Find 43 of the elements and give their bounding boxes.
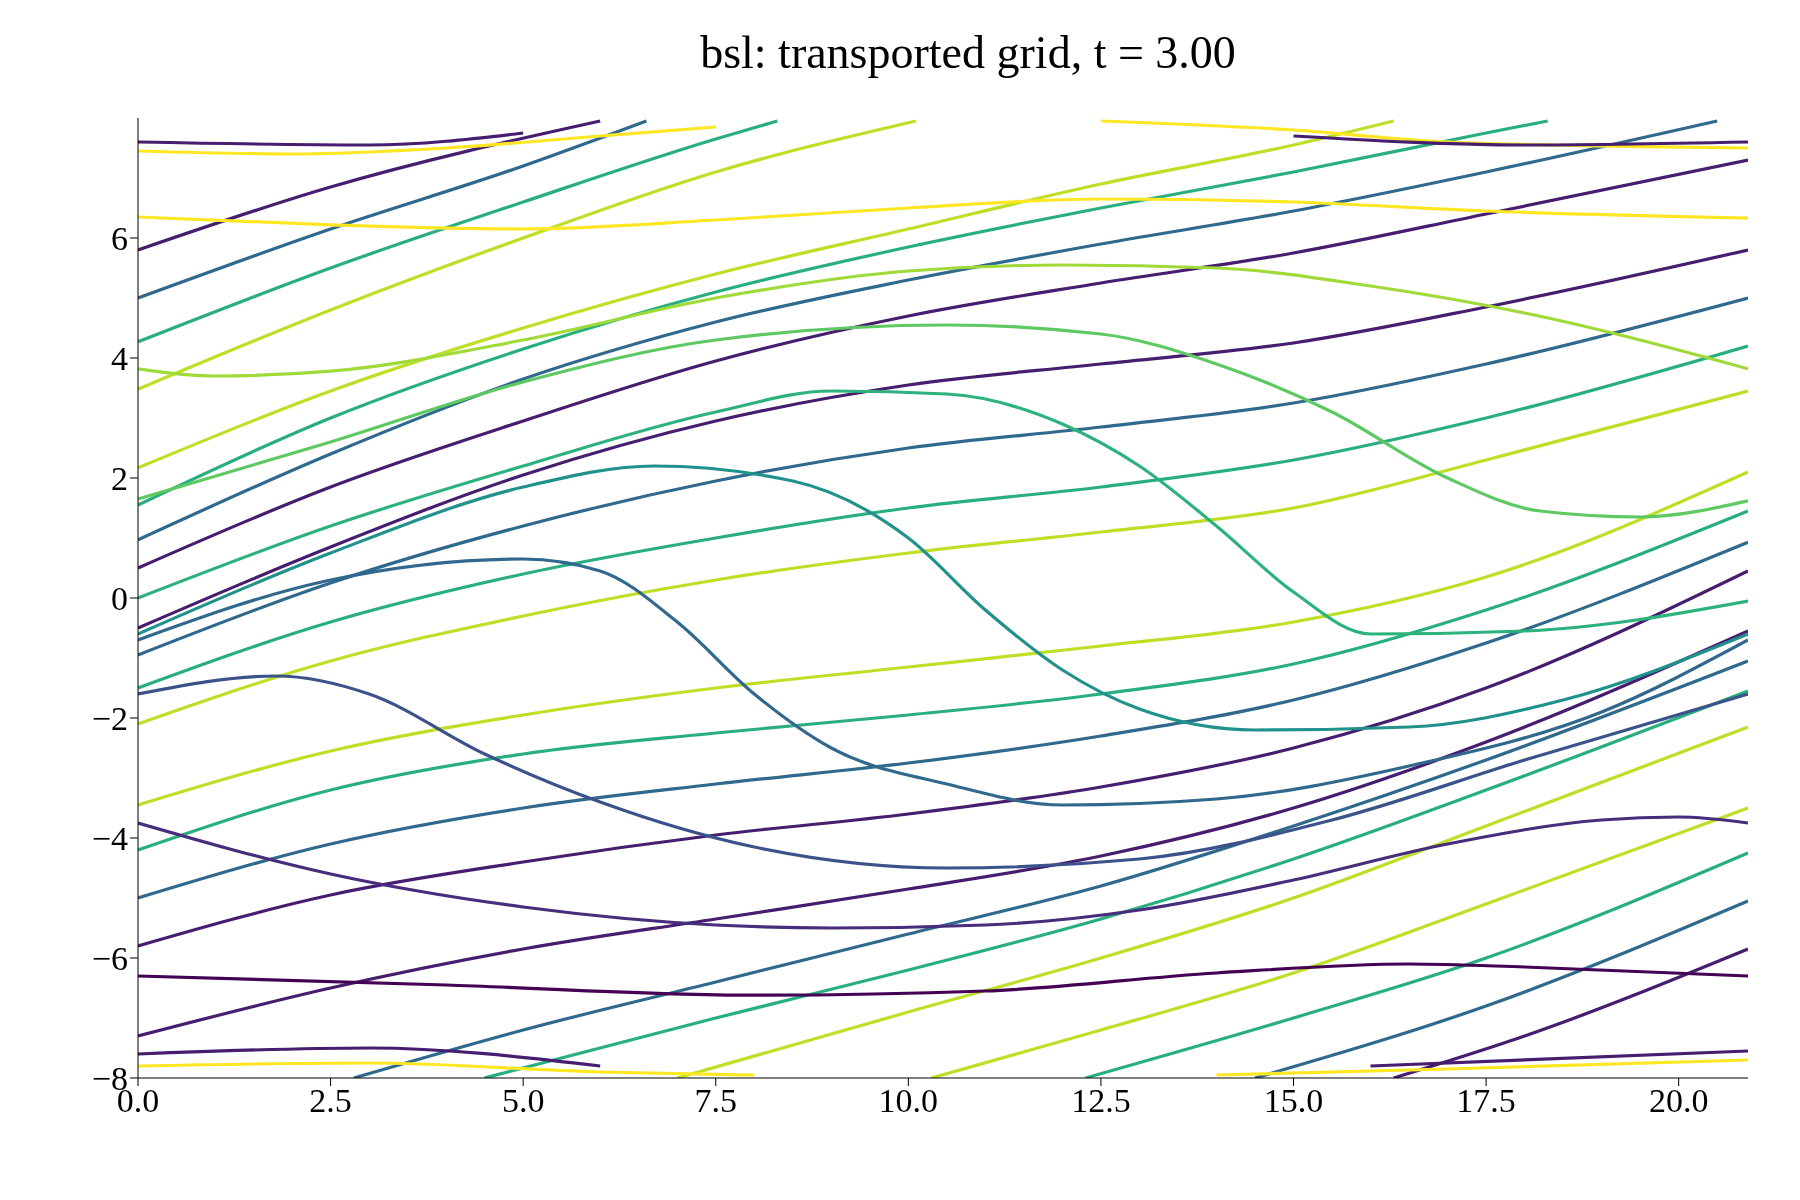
x-tick-label: 2.5 [309, 1082, 352, 1120]
line-series [138, 263, 1748, 378]
line-series [138, 344, 1748, 690]
line-series [138, 119, 649, 300]
line-series [138, 569, 1748, 948]
line-series [929, 806, 1748, 1078]
y-tick-label: −4 [91, 820, 128, 858]
line-series [1083, 851, 1748, 1078]
line-series [138, 1061, 756, 1077]
line-series [138, 674, 1748, 870]
x-tick-label: 12.5 [1071, 1082, 1131, 1120]
line-series [138, 629, 1748, 1038]
line-series [675, 725, 1748, 1078]
line-series [483, 689, 1748, 1078]
line-series [138, 815, 1748, 930]
y-tick-label: 4 [111, 340, 128, 378]
line-series [138, 540, 1748, 900]
line-series [138, 470, 1748, 807]
line-series [138, 248, 1748, 630]
y-tick-label: 0 [111, 580, 128, 618]
y-tick-label: 2 [111, 460, 128, 498]
line-series [138, 119, 1719, 542]
y-tick-label: −6 [91, 940, 128, 978]
chart-title: bsl: transported grid, t = 3.00 [699, 26, 1237, 80]
line-series [138, 119, 779, 344]
line-series [138, 119, 918, 391]
line-series [138, 119, 1396, 470]
y-tick-label: −2 [91, 700, 128, 738]
x-tick-label: 20.0 [1648, 1082, 1709, 1120]
x-tick-label: 15.0 [1263, 1082, 1324, 1120]
x-tick-label: 5.0 [501, 1082, 545, 1120]
x-tick-label: 17.5 [1456, 1082, 1516, 1120]
y-tick-label: 6 [111, 220, 128, 258]
x-tick-label: 10.0 [878, 1082, 939, 1120]
line-series [138, 962, 1748, 997]
line-series [138, 389, 1748, 726]
line-series [138, 125, 718, 156]
line-series [138, 119, 1550, 507]
line-series [138, 197, 1748, 231]
x-tick-label: 7.5 [694, 1082, 737, 1120]
line-series [138, 323, 1748, 519]
line-series [138, 464, 1748, 732]
line-series [138, 158, 1748, 570]
